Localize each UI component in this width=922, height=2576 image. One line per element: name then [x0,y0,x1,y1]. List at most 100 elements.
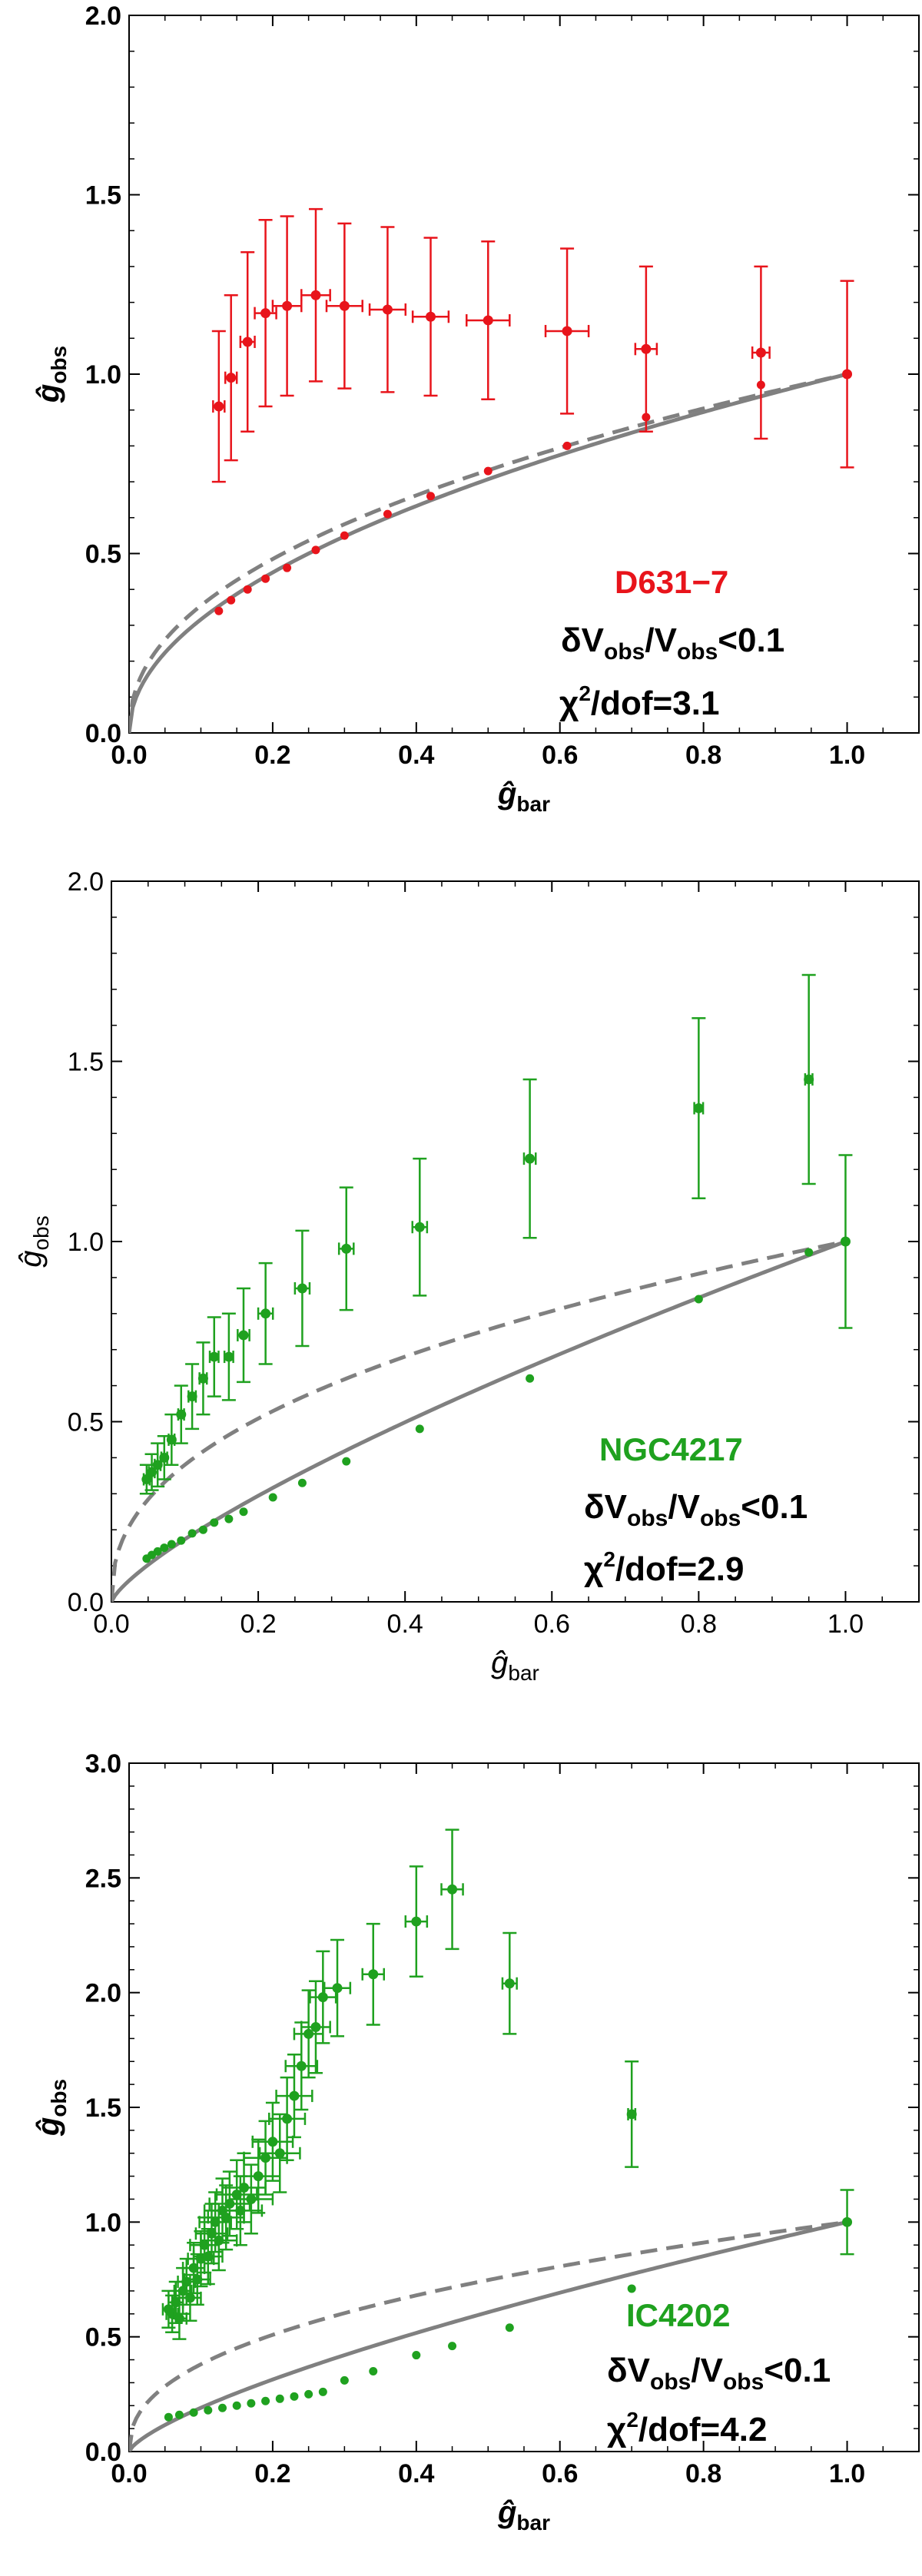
observed-point [166,1434,177,1445]
model-point [304,2389,313,2399]
model-point [290,2392,299,2401]
observed-point [525,1153,536,1164]
x-axis-label-sub: bar [508,1661,539,1685]
observed-point [197,1373,208,1384]
model-point [227,595,236,605]
y-tick-label: 1.5 [85,2094,121,2123]
observed-point [303,2028,314,2039]
model-point [275,2394,284,2403]
observed-point [282,2114,293,2124]
observed-point [317,1992,328,2003]
condition-sub-2: obs [723,2369,764,2395]
observed-point [626,2109,637,2120]
x-tick-label: 0.6 [542,741,578,770]
model-point [217,2403,227,2412]
observed-point [310,290,321,300]
chi-main: χ [607,2411,627,2448]
model-point [483,466,493,476]
observed-point [184,2293,195,2303]
model-point [426,492,436,501]
y-tick-label: 2.0 [68,867,104,897]
condition-end: <0.1 [741,1488,808,1526]
x-tick-label: 0.8 [685,741,721,770]
condition-sub-1: obs [650,2369,691,2395]
x-axis-label-main: ĝ [497,777,516,811]
observed-point [187,1391,197,1402]
observed-point [231,2189,242,2200]
x-tick-label: 0.2 [240,1610,276,1639]
observed-point [260,2153,271,2163]
x-tick-label: 0.4 [398,2459,434,2488]
model-point [164,2412,173,2422]
chi-end: /dof=4.2 [638,2411,768,2448]
observed-point [310,2021,321,2032]
model-point [189,2408,198,2417]
observed-point [192,2274,203,2285]
dashed-model-curve [111,1239,846,1602]
observed-point [641,343,652,354]
observed-point [339,300,350,311]
observed-point [206,2228,217,2239]
chi-end: /dof=3.1 [591,685,720,722]
observed-point [226,373,237,383]
observed-point [221,2212,231,2223]
model-point [505,2323,514,2332]
condition-sub-2: obs [700,1506,741,1531]
condition-mid: /V [691,2352,723,2389]
galaxy-name: D631−7 [615,564,728,600]
x-axis-label-sub: bar [516,792,550,816]
observed-point [382,304,393,315]
solid-model-curve [129,2220,848,2452]
y-axis-label-sub: obs [47,346,71,384]
plot-area [111,973,853,1602]
observed-point [426,311,436,322]
observed-point [214,401,224,412]
condition-main: δV [607,2352,651,2389]
solid-model-curve [129,372,848,733]
model-point [177,1536,186,1545]
chi-square-label: χ2/dof=3.1 [559,681,719,722]
model-point [160,1543,169,1553]
condition-end: <0.1 [718,622,784,659]
x-axis-label-main: ĝ [497,2495,516,2529]
observed-point [209,1351,220,1362]
chi-sup: 2 [603,1547,615,1571]
y-axis-label-sub: obs [29,1215,53,1250]
observed-point [152,1460,163,1470]
observed-point [177,2286,188,2296]
chi-sup: 2 [626,2408,638,2432]
model-point [198,1525,207,1534]
dashed-model-curve [129,372,848,733]
chi-main: χ [584,1550,604,1588]
plot-frame [128,1762,920,2452]
condition-sub-1: obs [604,639,645,665]
model-point [210,1518,219,1527]
observed-point [238,1330,249,1341]
model-point [804,1248,814,1257]
condition-main: δV [561,622,605,659]
observed-point [246,2193,257,2204]
x-tick-label: 0.8 [685,2459,721,2488]
model-point [174,2410,184,2419]
model-point [239,1507,248,1517]
model-point [204,2405,213,2415]
model-point [297,1478,307,1487]
chart-panel-2: 0.0 0.2 0.4 0.6 0.8 1.00.00.51.01.52.0ĝbarĝob… [14,867,920,1685]
observed-point [368,1969,379,1980]
model-point [627,2284,636,2293]
observed-point [267,2137,278,2147]
model-point [187,1529,197,1538]
y-axis-label: ĝobs [32,346,71,403]
x-tick-label: 0.6 [542,2459,578,2488]
observed-point [296,2060,307,2071]
y-tick-label: 1.0 [68,1228,104,1257]
model-point [340,2375,349,2385]
x-tick-label: 0.4 [387,1610,423,1639]
condition-sub-1: obs [627,1506,668,1531]
x-tick-label: 0.0 [93,1610,129,1639]
dashed-model-curve [129,2220,847,2452]
model-point [694,1295,703,1304]
condition-sub-2: obs [677,639,718,665]
observed-point [414,1222,425,1232]
x-axis-label: ĝbar [491,1646,539,1685]
